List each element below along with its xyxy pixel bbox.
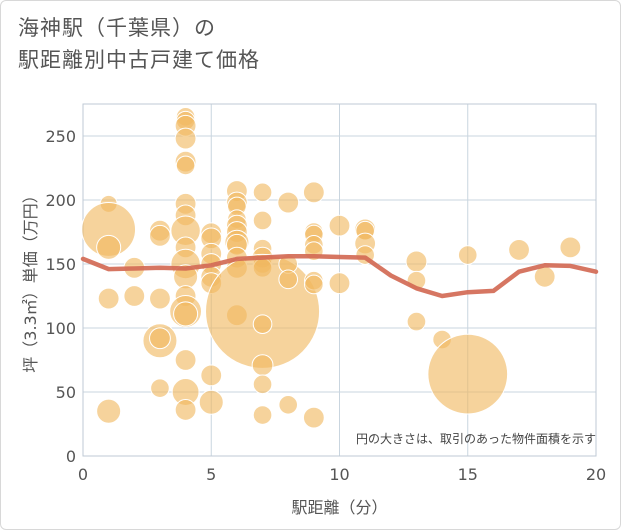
- bubble-point: [174, 349, 197, 371]
- x-tick-label: 20: [586, 465, 606, 484]
- bubble-point: [149, 287, 171, 310]
- bubble-point: [427, 333, 509, 415]
- grid-lines: [82, 103, 597, 457]
- y-tick-label: 0: [66, 447, 76, 466]
- bubble-point: [96, 398, 122, 424]
- x-axis-label: 駅距離（分）: [291, 498, 387, 517]
- bubble-point: [328, 214, 351, 237]
- y-tick-label: 150: [45, 255, 76, 274]
- x-tick-label: 0: [78, 465, 88, 484]
- bubble-point: [97, 287, 120, 310]
- bubble-point: [252, 314, 273, 334]
- bubble-point: [149, 327, 171, 350]
- bubble-point: [304, 274, 324, 295]
- trend-line-layer: [80, 254, 599, 299]
- y-tick-labels: 0 50 100 150 200 250: [45, 127, 76, 466]
- bubble-point: [277, 191, 300, 214]
- plot-border: [82, 103, 597, 457]
- bubble-point: [457, 245, 478, 265]
- chart-title-line-1: 海神駅（千葉県）の: [18, 16, 216, 40]
- bubble-point: [252, 210, 273, 231]
- bubble-point: [302, 406, 325, 429]
- bubble-point: [406, 311, 427, 332]
- bubble-point: [150, 378, 170, 398]
- bubble-point: [173, 301, 199, 327]
- chart-title: 海神駅（千葉県）の 駅距離別中古戸建て価格: [18, 12, 260, 76]
- bubble-point: [559, 236, 582, 259]
- bubble-point: [328, 272, 351, 295]
- bubble-point: [252, 374, 273, 395]
- bubble-point: [508, 239, 530, 261]
- bubble-point: [302, 181, 325, 204]
- bubble-point: [149, 224, 171, 247]
- y-tick-label: 250: [45, 127, 76, 146]
- x-tick-label: 5: [206, 465, 216, 484]
- bubble-point: [252, 405, 273, 425]
- x-tick-label: 10: [329, 465, 349, 484]
- y-axis-label: 坪（3.3㎡）単価（万円）: [21, 187, 40, 372]
- bubble-point: [278, 269, 299, 290]
- bubble-point: [123, 285, 146, 307]
- bubble-point: [198, 389, 224, 415]
- bubble-point: [533, 265, 556, 288]
- bubble-point: [205, 253, 321, 369]
- chart-title-line-2: 駅距離別中古戸建て価格: [18, 48, 260, 72]
- x-tick-label: 15: [458, 465, 478, 484]
- x-tick-labels: 0 5 10 15 20: [78, 465, 606, 484]
- bubble-point: [96, 234, 122, 260]
- bubble-point: [174, 127, 197, 150]
- y-tick-label: 100: [45, 319, 76, 338]
- bubble-point: [405, 250, 428, 273]
- y-tick-label: 200: [45, 191, 76, 210]
- bubbles-layer: [81, 106, 582, 429]
- y-tick-label: 50: [56, 383, 76, 402]
- chart-note: 円の大きさは、取引のあった物件面積を示す: [356, 431, 596, 446]
- trend-line: [80, 254, 599, 299]
- bubble-point: [278, 394, 299, 415]
- bubble-point: [175, 155, 196, 176]
- bubble-point: [252, 182, 273, 203]
- bubble-point: [174, 399, 197, 421]
- bubble-point: [200, 364, 223, 387]
- bubble-point: [251, 354, 274, 377]
